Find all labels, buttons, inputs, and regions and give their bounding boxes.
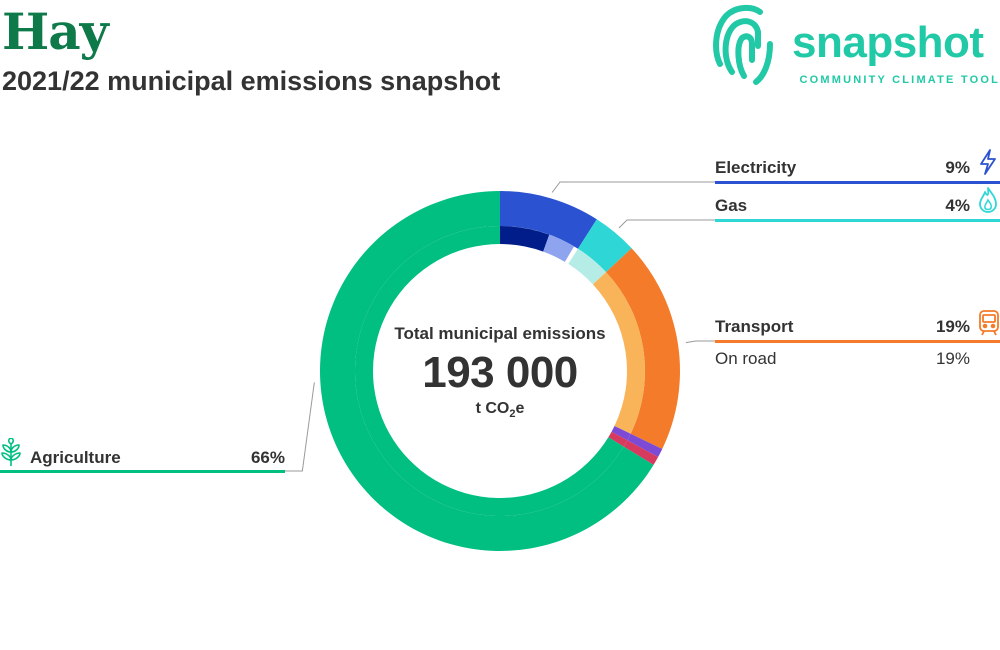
- legend-sub-percent: 19%: [935, 349, 970, 368]
- legend-label: Agriculture: [30, 448, 121, 467]
- donut-slice-gas: [577, 219, 632, 273]
- donut-slice-segment-4: [623, 440, 659, 465]
- legend-sub-label: On road: [715, 349, 777, 368]
- donut-subslice-electricity-1: [543, 234, 575, 262]
- legend-rule: [715, 340, 1000, 343]
- page-subtitle: 2021/22 municipal emissions snapshot: [2, 66, 501, 96]
- legend-percent: 19%: [935, 317, 970, 336]
- legend-electricity: Electricity 9%: [715, 149, 1000, 184]
- donut-slice-electricity: [500, 191, 597, 249]
- legend-agriculture: Agriculture 66%: [0, 438, 285, 473]
- donut-subslice-segment-4: [608, 431, 628, 447]
- donut-subslice-segment-3: [611, 426, 631, 441]
- total-value: 193 000: [422, 348, 578, 397]
- leader-line-electricity: [551, 181, 715, 193]
- flame-icon: [979, 187, 997, 213]
- legend-percent: 66%: [250, 448, 285, 467]
- legend-label: Transport: [715, 317, 794, 336]
- legend-gas: Gas 4%: [715, 187, 1000, 222]
- donut-slice-segment-3: [627, 433, 663, 458]
- leader-line-transport: [685, 340, 715, 344]
- legend-percent: 4%: [945, 196, 970, 215]
- donut-inner-ring: [355, 226, 645, 517]
- lightning-icon: [980, 149, 996, 175]
- donut-center-summary: Total municipal emissions 193 000 t CO2e: [380, 322, 620, 423]
- train-icon: [979, 310, 999, 336]
- total-unit: t CO2e: [475, 400, 525, 421]
- page-title: Hay: [2, 2, 109, 61]
- donut-slice-transport: [606, 248, 681, 449]
- donut-outer-ring: [320, 190, 681, 552]
- leader-line-agriculture: [285, 382, 315, 472]
- legend-transport: Transport 19% On road 19%: [715, 310, 1000, 368]
- fingerprint-logo-icon: [713, 4, 773, 85]
- legend-percent: 9%: [945, 158, 970, 177]
- legend-rule: [715, 219, 1000, 222]
- plant-icon: [1, 438, 21, 466]
- donut-subslice-electricity-0: [500, 226, 550, 252]
- donut-subslice-gas-0: [568, 248, 607, 285]
- logo-tagline: COMMUNITY CLIMATE TOOL: [799, 74, 1000, 86]
- legend-label: Gas: [715, 196, 748, 215]
- legend-label: Electricity: [715, 158, 797, 177]
- snapshot-logo: snapshot COMMUNITY CLIMATE TOOL: [712, 0, 1000, 92]
- leader-line-gas: [618, 219, 715, 229]
- donut-subslice-transport-0: [592, 272, 645, 434]
- legend-rule: [0, 470, 285, 473]
- total-label: Total municipal emissions: [394, 324, 606, 343]
- leader-lines: [285, 181, 715, 472]
- logo-wordmark: snapshot: [792, 18, 984, 67]
- legend-rule: [715, 181, 1000, 184]
